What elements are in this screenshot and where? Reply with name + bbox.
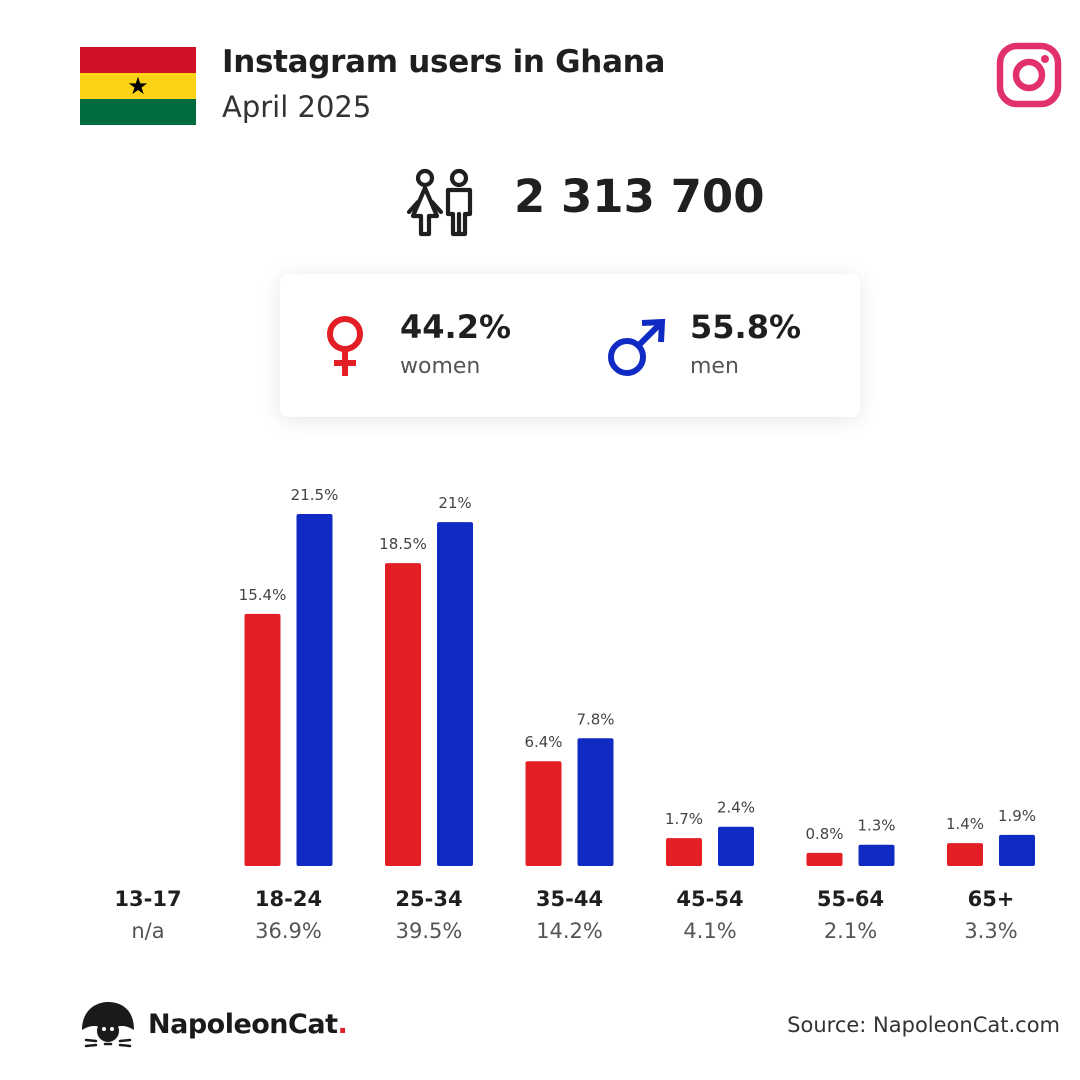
bar-value-label: 2.4%	[717, 799, 755, 817]
age-group-total-label: 4.1%	[683, 919, 736, 943]
bar-women-25-34	[385, 563, 421, 866]
age-group-total-label: 36.9%	[255, 919, 322, 943]
bar-men-55-64	[858, 844, 895, 866]
brand-dot: .	[337, 1009, 348, 1040]
bar-value-label: 21%	[438, 494, 471, 512]
x-tick-label: 45-54	[676, 887, 743, 911]
bar-value-label: 1.4%	[946, 815, 984, 833]
age-group-total-label: 3.3%	[964, 919, 1017, 943]
men-label: men	[690, 354, 739, 379]
gender-card: 44.2% women 55.8% men	[280, 274, 860, 417]
age-group-total-label: n/a	[131, 919, 164, 943]
bar-value-label: 7.8%	[576, 710, 614, 728]
brand-name: NapoleonCat.	[148, 1009, 348, 1040]
x-tick-label: 25-34	[395, 887, 462, 911]
age-group-total-label: 14.2%	[536, 919, 603, 943]
female-icon	[327, 316, 363, 376]
instagram-icon	[996, 42, 1062, 108]
bar-value-label: 18.5%	[379, 535, 427, 553]
bar-value-label: 21.5%	[291, 486, 339, 504]
bar-value-label: 1.3%	[857, 817, 895, 835]
source-text: Source: NapoleonCat.com	[787, 1013, 1060, 1037]
page-title: Instagram users in Ghana	[222, 44, 666, 80]
flag-stripe-green	[80, 99, 196, 125]
bar-men-65+	[999, 834, 1035, 866]
bar-women-35-44	[525, 761, 562, 866]
ghana-flag: ★	[80, 47, 196, 125]
women-label: women	[400, 354, 481, 379]
bar-women-55-64	[806, 852, 843, 866]
users-icon	[406, 168, 473, 237]
bar-men-45-54	[718, 826, 754, 866]
age-group-total-label: 2.1%	[824, 919, 877, 943]
x-tick-label: 35-44	[536, 887, 603, 911]
page-subtitle: April 2025	[222, 90, 372, 124]
bar-men-25-34	[437, 522, 473, 866]
bar-men-18-24	[296, 514, 333, 866]
bar-women-65+	[947, 843, 983, 866]
bar-women-18-24	[244, 613, 281, 866]
bar-men-35-44	[577, 738, 614, 866]
x-tick-label: 55-64	[817, 887, 884, 911]
x-tick-label: 65+	[968, 887, 1015, 911]
bar-value-label: 15.4%	[239, 586, 287, 604]
men-percent: 55.8%	[690, 308, 802, 346]
bar-value-label: 6.4%	[524, 733, 562, 751]
age-group-total-label: 39.5%	[396, 919, 463, 943]
bar-value-label: 0.8%	[805, 825, 843, 843]
x-tick-label: 13-17	[114, 887, 181, 911]
bar-value-label: 1.7%	[665, 810, 703, 828]
flag-stripe-red	[80, 47, 196, 73]
male-icon	[608, 318, 666, 376]
age-gender-bar-chart: 13-17 n/a 15.4% 21.5% 18-24 36.9% 18.5% 21% 25-3…	[114, 486, 1036, 943]
napoleoncat-logo-icon	[82, 1002, 134, 1048]
flag-stripe-yellow	[80, 73, 196, 99]
bar-value-label: 1.9%	[998, 807, 1036, 825]
flag-star-icon: ★	[127, 72, 149, 100]
x-tick-label: 18-24	[255, 887, 322, 911]
women-percent: 44.2%	[400, 308, 512, 346]
bar-women-45-54	[666, 838, 702, 866]
brand-text: NapoleonCat	[148, 1009, 338, 1040]
total-users-value: 2 313 700	[514, 170, 765, 223]
